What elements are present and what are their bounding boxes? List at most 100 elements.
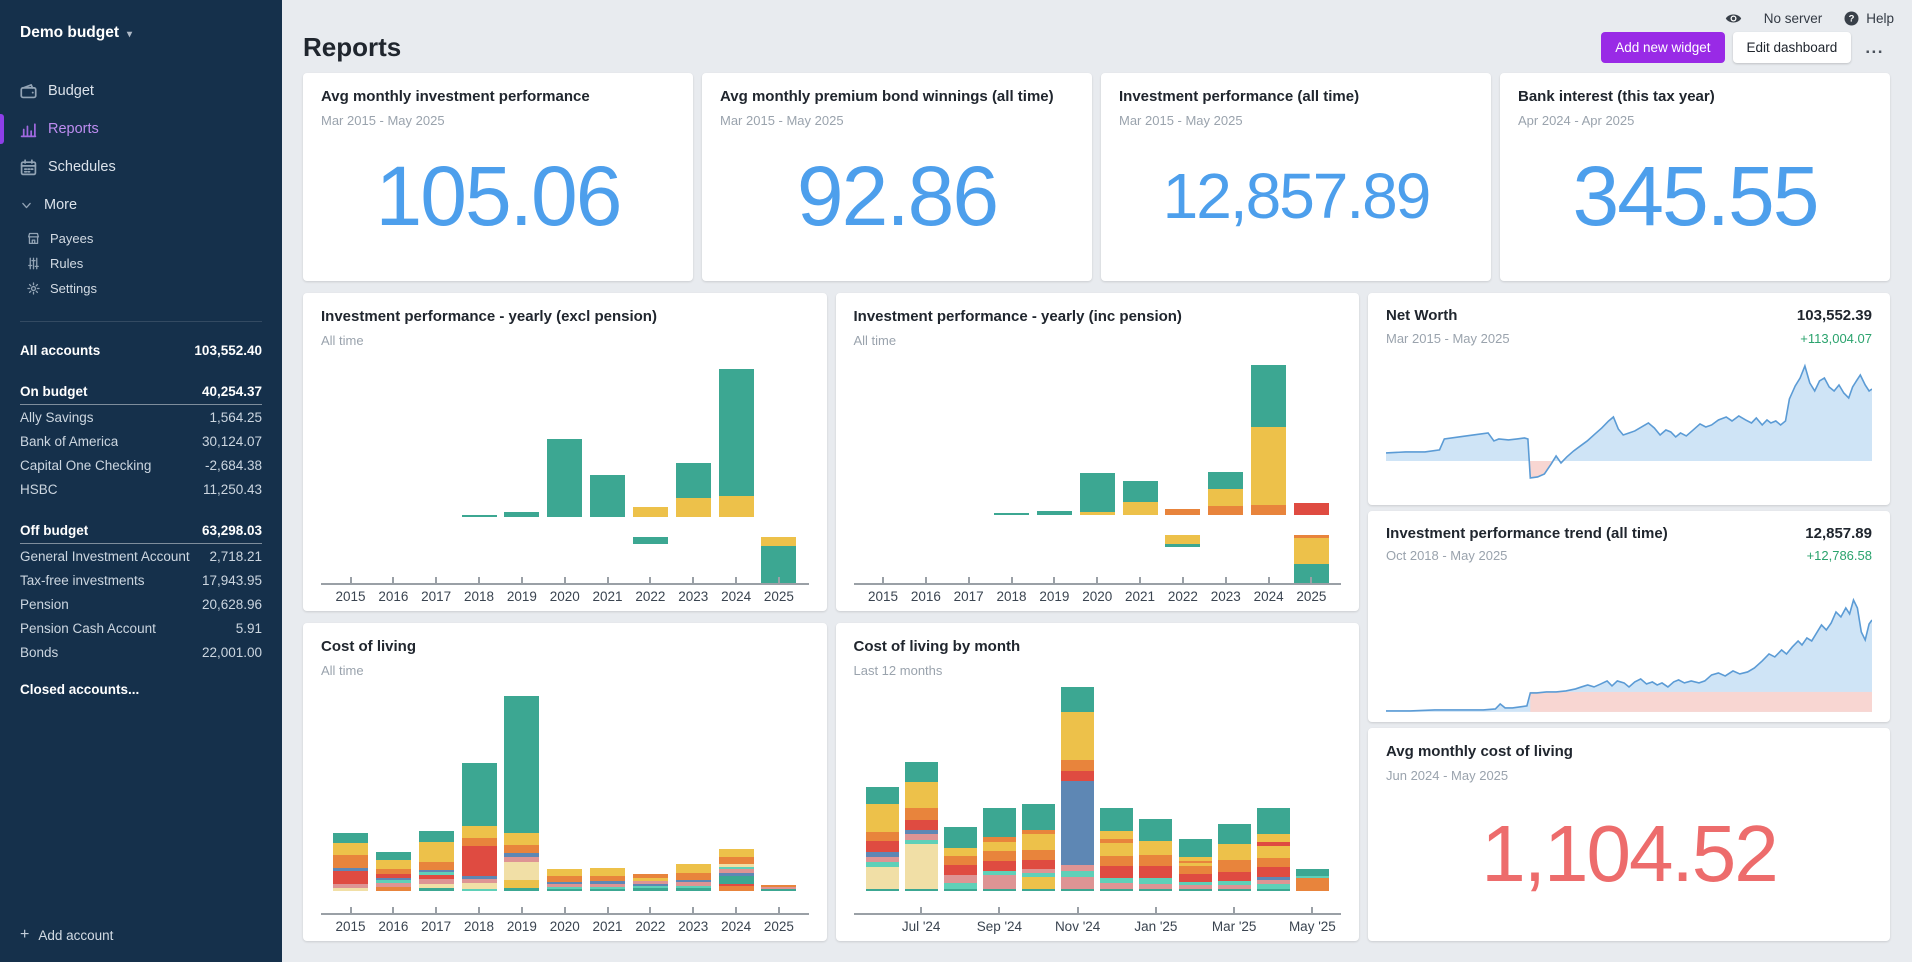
area-chart [1386, 569, 1872, 713]
x-axis-label: 2020 [1082, 589, 1113, 604]
x-axis-label: 2018 [464, 589, 495, 604]
widget-avg-monthly-cost-of-living[interactable]: Avg monthly cost of living Jun 2024 - Ma… [1368, 728, 1890, 942]
bar-segment [418, 875, 454, 879]
bar-segment [547, 882, 583, 884]
bar-segment [943, 889, 977, 891]
axis-tick [1224, 577, 1227, 583]
bar-chart: 2015 2016 2017 2018 2019 2020 2021 2022 2023 2024… [853, 352, 1341, 604]
sidebar-item-payees[interactable]: Payees [27, 226, 262, 251]
bar-segment [1022, 877, 1055, 889]
account-row[interactable]: Ally Savings 1,564.25 [20, 409, 262, 425]
widget-avg-premium-bond-winnings[interactable]: Avg monthly premium bond winnings (all t… [702, 73, 1092, 281]
sidebar-item-reports[interactable]: Reports [0, 110, 262, 148]
account-row[interactable]: HSBC 11,250.43 [20, 481, 262, 497]
bar-segment [375, 878, 411, 880]
sidebar-item-schedules[interactable]: Schedules [20, 148, 262, 186]
bar-segment [1139, 866, 1173, 878]
widget-invest-perf-inc-pension[interactable]: Investment performance - yearly (inc pen… [835, 293, 1359, 611]
x-axis-label: 2020 [549, 919, 580, 934]
widget-bank-interest[interactable]: Bank interest (this tax year) Apr 2024 -… [1500, 73, 1890, 281]
account-row[interactable]: Capital One Checking -2,684.38 [20, 457, 262, 473]
closed-accounts-link[interactable]: Closed accounts... [20, 682, 140, 697]
bar-segment [375, 860, 411, 869]
account-group-header[interactable]: On budget 40,254.37 [20, 378, 262, 405]
bar-segment [1178, 882, 1212, 885]
bar-segment [1295, 878, 1329, 891]
bar-segment [1100, 831, 1134, 839]
sidebar-item-settings[interactable]: Settings [27, 276, 262, 301]
axis-tick [392, 907, 395, 913]
kpi-row: Avg monthly investment performance Mar 2… [303, 73, 1890, 281]
add-new-widget-button[interactable]: Add new widget [1601, 32, 1725, 63]
server-status[interactable]: No server [1763, 10, 1823, 26]
bar-segment [718, 496, 754, 517]
bar-segment [632, 507, 668, 517]
widget-cost-of-living[interactable]: Cost of living All time 2015 2016 2017 2018… [303, 623, 827, 941]
widget-date-range: Mar 2015 - May 2025 [1119, 112, 1243, 128]
account-row[interactable]: Bonds 22,001.00 [20, 644, 262, 660]
account-row[interactable]: Pension Cash Account 5.91 [20, 620, 262, 636]
x-axis-label: 2022 [635, 919, 666, 934]
bar-segment [1178, 874, 1212, 882]
account-row[interactable]: Bank of America 30,124.07 [20, 433, 262, 449]
account-group: On budget 40,254.37 Ally Savings 1,564.25 Ba… [20, 378, 262, 501]
sidebar-item-rules[interactable]: Rules [27, 251, 262, 276]
bar [376, 385, 411, 583]
widget-invest-perf-excl-pension[interactable]: Investment performance - yearly (excl pe… [303, 293, 827, 611]
bar-segment [982, 875, 1016, 889]
bar-segment [547, 889, 583, 891]
bar-segment [418, 831, 454, 842]
widget-avg-investment-performance[interactable]: Avg monthly investment performance Mar 2… [303, 73, 693, 281]
bar-segment [982, 889, 1016, 891]
bar-segment [461, 763, 497, 826]
add-account-button[interactable]: + Add account [20, 926, 114, 943]
bar-segment [333, 855, 368, 868]
bar [904, 701, 938, 913]
all-accounts-row[interactable]: All accounts 103,552.40 [20, 342, 262, 358]
bar-chart: 2015 2016 2017 2018 2019 2020 2021 2022 2023 2024… [321, 352, 809, 604]
bar [333, 706, 368, 913]
bar-segment [1256, 846, 1290, 858]
bar [718, 369, 754, 583]
bar-segment [1122, 502, 1158, 515]
axis-tick [1267, 577, 1270, 583]
help-menu[interactable]: ? Help [1844, 11, 1894, 26]
widget-investment-trend[interactable]: Investment performance trend (all time) … [1368, 510, 1890, 723]
sidebar-item-more[interactable]: More [20, 186, 262, 224]
account-row[interactable]: Tax-free investments 17,943.95 [20, 572, 262, 588]
bar-segment [1100, 808, 1134, 831]
account-row[interactable]: Pension 20,628.96 [20, 596, 262, 612]
widget-cost-of-living-by-month[interactable]: Cost of living by month Last 12 months J… [835, 623, 1359, 941]
bar-segment [418, 870, 454, 872]
x-axis-label: 2025 [1296, 589, 1327, 604]
widget-date-range: Mar 2015 - May 2025 [720, 112, 844, 128]
bar-segment [1178, 866, 1212, 874]
account-group-header[interactable]: Off budget 63,298.03 [20, 517, 262, 544]
axis-tick [520, 577, 523, 583]
account-row[interactable]: General Investment Account 2,718.21 [20, 548, 262, 564]
edit-dashboard-button[interactable]: Edit dashboard [1732, 32, 1852, 63]
bar-segment [333, 868, 368, 871]
bar-segment [461, 826, 497, 838]
charts-grid: Investment performance - yearly (excl pe… [303, 293, 1359, 941]
trend-value: 12,857.89 [1805, 524, 1872, 542]
widget-investment-performance-all-time[interactable]: Investment performance (all time) Mar 20… [1101, 73, 1491, 281]
bar [718, 706, 754, 913]
axis-tick [1233, 907, 1236, 913]
bar-segment [1139, 855, 1173, 866]
axis-tick [563, 577, 566, 583]
widget-date-range: All time [321, 662, 364, 678]
sidebar-item-budget[interactable]: Budget [20, 72, 262, 110]
widget-net-worth[interactable]: Net Worth 103,552.39 Mar 2015 - May 2025… [1368, 293, 1890, 505]
bar-segment [461, 879, 497, 883]
budget-switcher[interactable]: Demo budget ▾ [20, 24, 262, 42]
privacy-toggle[interactable] [1725, 12, 1742, 25]
more-menu-button[interactable]: ... [1859, 36, 1890, 60]
bar-segment [943, 883, 977, 889]
sidebar: Demo budget ▾ Budget Reports Schedules M… [0, 0, 282, 962]
bar-segment [504, 845, 540, 853]
bar [504, 696, 540, 913]
bar-segment [590, 887, 626, 889]
bar-segment [1208, 506, 1244, 515]
widget-date-range: Mar 2015 - May 2025 [321, 112, 445, 128]
